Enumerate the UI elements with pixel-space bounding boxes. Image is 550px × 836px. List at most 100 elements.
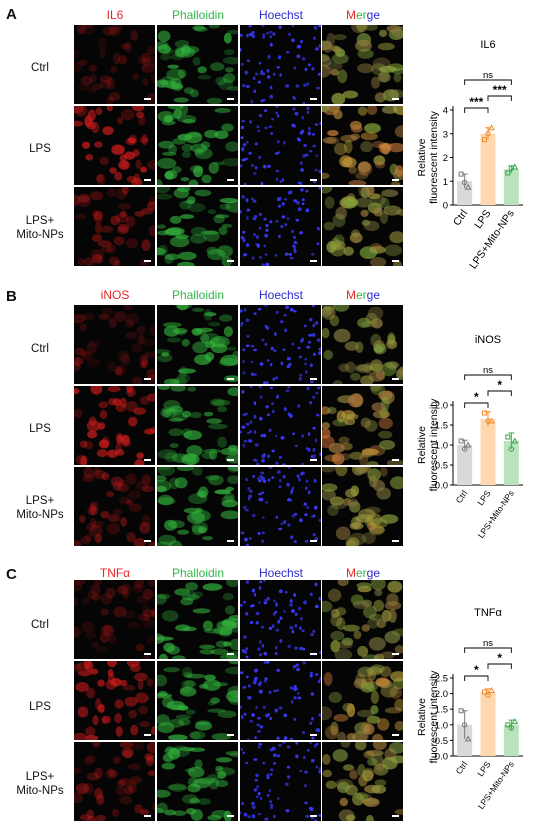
y-tick-label: 1 (443, 177, 448, 188)
merge-m: M (345, 8, 356, 22)
row-label-ctrl: Ctrl (31, 343, 49, 355)
channel-label-phalloidin: Phalloidin (171, 566, 225, 580)
data-point (505, 722, 511, 728)
channel-label-hoechst: Hoechst (258, 8, 304, 22)
data-point (458, 708, 464, 714)
chart-title: TNFα (474, 607, 502, 619)
micrograph-lps-mito-marker (74, 187, 155, 266)
bar-0 (457, 181, 473, 205)
merge-er: er (355, 566, 367, 580)
scale-bar (392, 815, 399, 817)
merge-m: M (345, 566, 356, 580)
y-axis-label: Relativefluorescent intensity (416, 670, 440, 764)
micrograph-lps-phalloidin (157, 386, 238, 465)
row-label-ctrl: Ctrl (31, 619, 49, 631)
micrograph-ctrl-phalloidin (157, 580, 238, 659)
bar-chart-il6: IL6 Relativefluorescent intensity 0 1 2 3 4 Ctr… (405, 30, 550, 280)
channel-label-merge: Merge (322, 288, 404, 302)
y-axis-label: Relativefluorescent intensity (416, 110, 440, 204)
category-label: Ctrl (451, 208, 470, 228)
y-tick-label: 0.0 (435, 752, 448, 763)
data-point (488, 686, 495, 693)
bracket-line (487, 95, 512, 101)
row-label-lps-mito-line2: Mito-NPs (16, 785, 64, 797)
scale-bar (392, 179, 399, 181)
scale-bar (144, 378, 151, 380)
significance-label: ns (483, 638, 493, 649)
panel-letter: C (6, 566, 17, 583)
y-tick-label: 1.0 (435, 720, 448, 731)
bracket-line (464, 79, 512, 85)
significance-label: ns (483, 365, 493, 376)
scale-bar (310, 98, 317, 100)
scale-bar (310, 179, 317, 181)
micrograph-ctrl-phalloidin (157, 25, 238, 104)
panel-c: C TNFα Phalloidin Hoechst Merge Ctrl LPS… (0, 560, 550, 831)
merge-ge: ge (366, 8, 381, 22)
scale-bar (392, 653, 399, 655)
category-label: LPS (475, 488, 493, 507)
row-label-lps: LPS (29, 423, 51, 435)
micrograph-lps-mito-merge (322, 742, 403, 821)
row-label-lps-mito-line1: LPS+ (25, 495, 55, 507)
y-tick-label: 0.5 (435, 736, 448, 747)
scale-bar (392, 459, 399, 461)
bracket-ctrl-vs-lps: * (464, 390, 489, 408)
micrograph-ctrl-phalloidin (157, 305, 238, 384)
bracket-line (464, 675, 489, 681)
micrograph-ctrl-hoechst (240, 580, 321, 659)
data-point (464, 183, 472, 190)
bar-chart-tnfa: TNFα Relativefluorescent intensity 0.0 0.5 1… (405, 598, 550, 831)
micrograph-ctrl-marker (74, 25, 155, 104)
row-label-ctrl: Ctrl (31, 62, 49, 74)
chart-title: IL6 (480, 39, 495, 51)
data-point (464, 441, 472, 448)
bracket-lps-vs-mito: * (487, 651, 512, 669)
y-axis-label-line1: Relative (416, 426, 428, 464)
micrograph-lps-merge (322, 386, 403, 465)
bracket-ctrl-vs-mito: ns (464, 70, 512, 85)
micrograph-lps-mito-marker (74, 467, 155, 546)
scale-bar (310, 260, 317, 262)
scale-bar (392, 378, 399, 380)
bracket-line (464, 647, 512, 653)
micrograph-ctrl-hoechst (240, 25, 321, 104)
panel-letter: A (6, 6, 17, 23)
bracket-ctrl-vs-lps: *** (464, 95, 489, 113)
data-point (482, 410, 487, 416)
row-label-lps-mito: LPS+ Mito-NPs (8, 214, 72, 242)
scale-bar (392, 260, 399, 262)
micrograph-ctrl-merge (322, 25, 403, 104)
micrograph-ctrl-marker (74, 580, 155, 659)
significance-label: * (497, 378, 502, 392)
data-point (505, 434, 511, 440)
significance-label: *** (469, 95, 483, 109)
merge-ge: ge (366, 566, 381, 580)
scale-bar (227, 734, 234, 736)
bracket-ctrl-vs-lps: * (464, 663, 489, 681)
y-tick-label: 4 (443, 106, 448, 117)
bar-1 (480, 692, 496, 756)
y-axis-label: Relativefluorescent intensity (416, 398, 440, 492)
scale-bar (310, 653, 317, 655)
bracket-line (464, 402, 489, 408)
micrograph-lps-mito-hoechst (240, 187, 321, 266)
data-point (505, 170, 511, 176)
micrograph-lps-phalloidin (157, 106, 238, 185)
category-label: Ctrl (454, 488, 470, 505)
micrograph-lps-mito-phalloidin (157, 742, 238, 821)
data-point (508, 165, 515, 171)
row-label-lps-mito-line1: LPS+ (25, 215, 55, 227)
data-point (511, 163, 519, 170)
merge-m: M (345, 288, 356, 302)
bracket-line (464, 107, 489, 113)
category-label: Ctrl (454, 759, 470, 776)
scale-bar (310, 378, 317, 380)
channel-label-marker: iNOS (100, 288, 130, 302)
scale-bar (227, 459, 234, 461)
channel-label-hoechst: Hoechst (258, 566, 304, 580)
bracket-ctrl-vs-mito: ns (464, 638, 512, 653)
panel-b: B iNOS Phalloidin Hoechst Merge Ctrl LPS… (0, 280, 550, 560)
panel-letter: B (6, 288, 17, 305)
bracket-line (487, 390, 512, 396)
